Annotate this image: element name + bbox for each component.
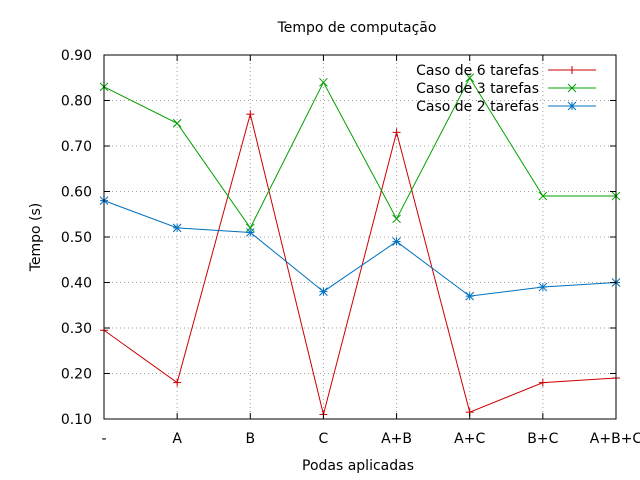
legend-item: Caso de 6 tarefas	[416, 63, 596, 79]
data-point	[392, 214, 401, 224]
y-tick-label: 0.70	[61, 139, 92, 155]
x-tick-label: C	[319, 431, 329, 447]
axes: 0.10 0.20 0.30 0.40 0.50 0.60 0.70 0.80 0.90 - A B C…	[61, 48, 640, 447]
x-tick-label: B	[245, 431, 255, 447]
x-tick-label: A+B+C	[590, 431, 640, 447]
data-point	[538, 378, 547, 387]
x-tick-label: A	[172, 431, 182, 447]
data-point	[319, 287, 328, 296]
data-point	[538, 191, 548, 201]
data-point	[392, 128, 401, 137]
x-tick-label: -	[101, 431, 106, 447]
legend: Caso de 6 tarefas Caso de 3 tarefas Caso d…	[416, 63, 596, 115]
series-line	[103, 76, 616, 229]
x-tick-label: B+C	[527, 431, 558, 447]
data-point	[465, 291, 475, 301]
series-line	[103, 200, 617, 297]
x-axis-label: Podas aplicadas	[302, 458, 414, 474]
y-tick-label: 0.80	[61, 94, 92, 110]
y-tick-label: 0.90	[61, 48, 92, 64]
data-point	[392, 237, 401, 246]
data-point	[465, 73, 475, 83]
y-tick-label: 0.50	[61, 230, 92, 246]
legend-label: Caso de 3 tarefas	[416, 81, 539, 97]
legend-label: Caso de 2 tarefas	[416, 99, 539, 115]
series-1	[100, 110, 620, 419]
legend-item: Caso de 2 tarefas	[416, 99, 596, 115]
x-tick-label: A+C	[454, 431, 485, 447]
y-tick-label: 0.40	[61, 276, 92, 292]
data-point	[538, 282, 548, 292]
data-point	[173, 378, 182, 387]
y-tick-label: 0.30	[61, 321, 92, 337]
grid	[104, 55, 616, 419]
legend-marker	[567, 101, 577, 111]
data-point	[246, 110, 255, 119]
data-point	[172, 223, 182, 233]
y-tick-label: 0.60	[61, 185, 92, 201]
x-tick-label: A+B	[381, 431, 412, 447]
data-point	[245, 228, 255, 237]
series-3	[99, 196, 621, 301]
legend-marker	[567, 83, 577, 93]
y-tick-label: 0.20	[61, 367, 92, 383]
data-point	[319, 77, 328, 87]
data-point	[245, 223, 255, 233]
legend-label: Caso de 6 tarefas	[416, 63, 539, 79]
series-2	[99, 73, 621, 233]
series-line	[103, 114, 617, 415]
series-layer	[99, 73, 621, 419]
legend-marker	[568, 66, 576, 74]
y-axis-label: Tempo (s)	[28, 203, 44, 273]
y-tick-label: 0.10	[61, 412, 92, 428]
data-point	[172, 118, 182, 128]
legend-item: Caso de 3 tarefas	[416, 81, 596, 97]
chart-title: Tempo de computação	[277, 20, 437, 36]
